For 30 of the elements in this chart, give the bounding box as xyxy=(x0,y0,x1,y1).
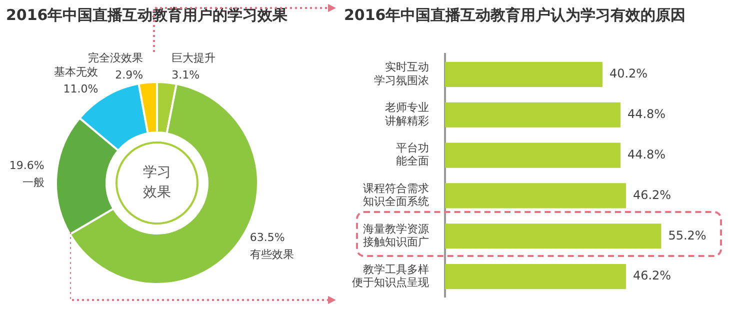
bar xyxy=(445,62,602,87)
data-label: 40.2% xyxy=(609,66,648,81)
slice-label: 基本无效 xyxy=(54,66,98,79)
bar xyxy=(445,264,626,290)
bar xyxy=(445,183,626,208)
chart-title: 2016年中国直播互动教育用户认为学习有效的原因 xyxy=(344,6,686,25)
data-label: 3.1% xyxy=(172,68,200,82)
data-label: 55.2% xyxy=(668,228,706,242)
data-label: 19.6% xyxy=(9,158,44,172)
bar xyxy=(445,102,620,128)
y-tick-label: 老师专业讲解精彩 xyxy=(385,101,429,128)
data-label: 44.8% xyxy=(627,106,666,121)
data-label: 46.2% xyxy=(632,188,672,202)
data-label: 2.9% xyxy=(115,68,144,82)
slice-label: 有些效果 xyxy=(250,248,294,261)
slice-label: 一般 xyxy=(22,176,44,189)
data-label: 11.0% xyxy=(63,82,98,96)
text: 学习效果 xyxy=(143,164,171,201)
y-tick-label: 教学工具多样便于知识点呈现 xyxy=(352,262,429,290)
data-label: 63.5% xyxy=(250,230,285,244)
bar xyxy=(445,142,620,168)
bar xyxy=(445,224,662,249)
y-tick-label: 海量教学资源接触知识面广 xyxy=(363,222,429,249)
y-tick-label: 平台功能全面 xyxy=(396,142,429,168)
slice-label: 完全没效果 xyxy=(88,51,144,64)
y-tick-label: 实时互动学习氛围浓 xyxy=(374,60,429,87)
data-label: 44.8% xyxy=(627,147,666,162)
data-label: 46.2% xyxy=(632,268,672,283)
slice-label: 巨大提升 xyxy=(172,51,216,64)
y-tick-label: 课程符合需求知识全面系统 xyxy=(363,182,429,208)
